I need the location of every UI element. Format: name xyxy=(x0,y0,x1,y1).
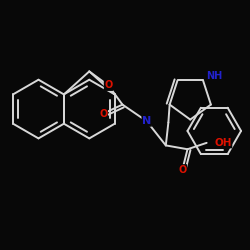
Text: O: O xyxy=(104,80,112,90)
Text: O: O xyxy=(178,165,186,175)
Text: O: O xyxy=(99,108,108,118)
Text: NH: NH xyxy=(206,71,222,81)
Text: OH: OH xyxy=(214,138,232,148)
Text: N: N xyxy=(142,116,151,126)
